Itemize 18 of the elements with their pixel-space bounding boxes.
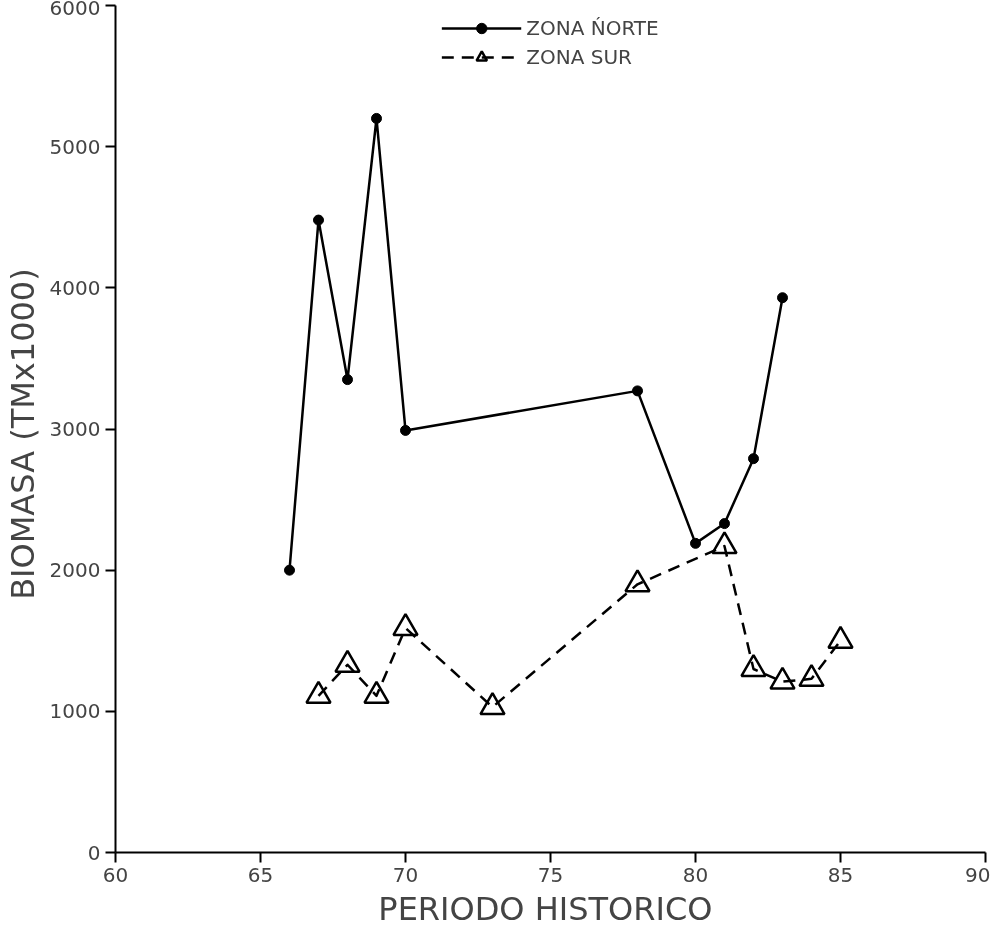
x-tick-label: 90 bbox=[965, 862, 991, 887]
y-tick-label: 0 bbox=[87, 840, 101, 865]
x-tick-label: 75 bbox=[537, 862, 564, 887]
y-tick-label: 6000 bbox=[49, 0, 101, 20]
x-tick-label: 60 bbox=[102, 862, 129, 887]
legend-label: ZONA SUR bbox=[526, 45, 632, 69]
x-tick-label: 70 bbox=[392, 862, 419, 887]
x-tick-label: 65 bbox=[247, 862, 274, 887]
x-tick-label: 85 bbox=[827, 862, 854, 887]
y-tick-label: 4000 bbox=[49, 275, 101, 300]
y-tick-label: 1000 bbox=[49, 699, 101, 724]
legend-label: ZONA ŃORTE bbox=[526, 16, 659, 40]
x-axis-title: PERIODO HISTORICO bbox=[378, 889, 713, 928]
y-tick-label: 3000 bbox=[49, 417, 101, 441]
x-tick-label: 80 bbox=[682, 862, 709, 887]
y-tick-label: 2000 bbox=[49, 558, 101, 583]
y-tick-label: 5000 bbox=[49, 134, 101, 159]
y-axis-title: BIOMASA (TMx1000) bbox=[3, 268, 42, 600]
